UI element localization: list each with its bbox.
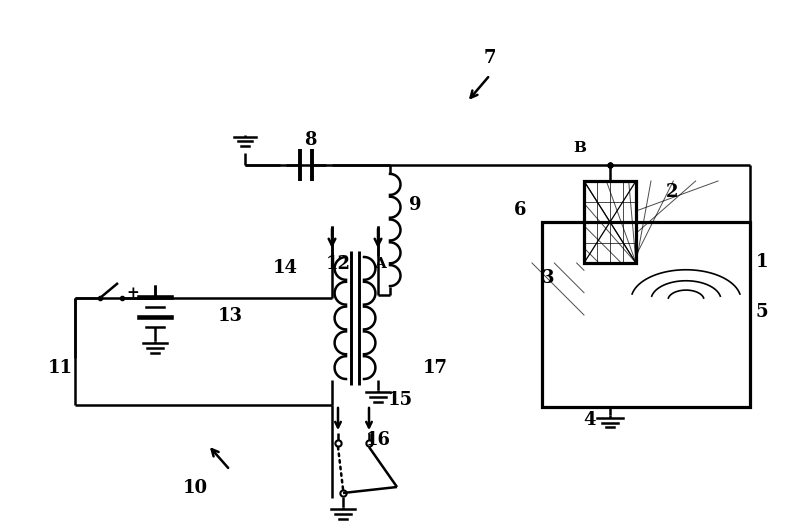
Text: +: +: [126, 286, 139, 300]
Text: 2: 2: [666, 183, 678, 201]
Text: 1: 1: [756, 253, 768, 271]
Text: 12: 12: [326, 255, 350, 273]
Text: 6: 6: [514, 201, 526, 219]
Text: 7: 7: [484, 49, 496, 67]
Text: 16: 16: [366, 431, 390, 449]
Text: 13: 13: [218, 307, 242, 325]
Text: A: A: [374, 257, 386, 271]
Text: 3: 3: [542, 269, 554, 287]
Text: 8: 8: [304, 131, 316, 149]
Text: 4: 4: [584, 411, 596, 429]
Text: 10: 10: [182, 479, 207, 497]
Text: 14: 14: [273, 259, 298, 277]
Bar: [542, 222, 750, 407]
Text: 11: 11: [47, 359, 73, 377]
Text: 15: 15: [387, 391, 413, 409]
Text: 9: 9: [409, 196, 422, 214]
Text: 5: 5: [756, 303, 768, 321]
Text: 17: 17: [422, 359, 447, 377]
Bar: [584, 181, 636, 263]
Text: B: B: [574, 141, 586, 155]
